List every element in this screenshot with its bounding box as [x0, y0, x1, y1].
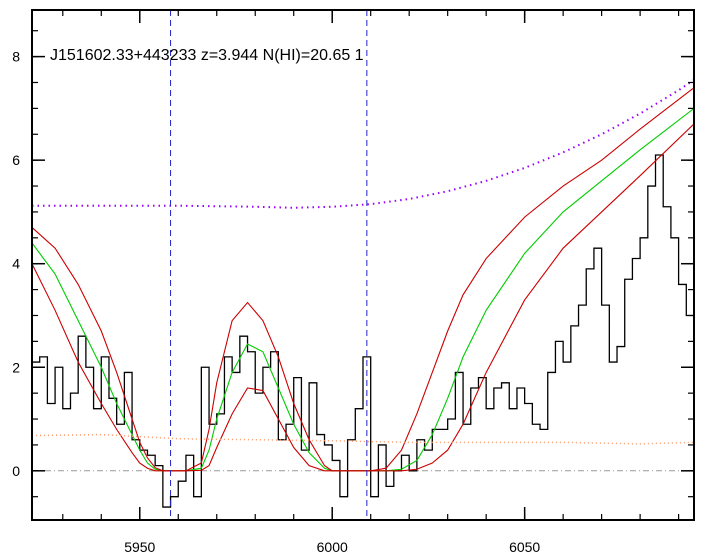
flux-series [32, 154, 694, 508]
model-lower-series [31, 123, 695, 472]
y-tick-label: 4 [12, 256, 20, 272]
plot-frame [31, 9, 695, 521]
error-series [31, 433, 695, 445]
model-series [31, 107, 695, 472]
chart-title: J151602.33+443233 z=3.944 N(HI)=20.65 1 [50, 47, 364, 64]
y-tick-label: 6 [12, 152, 20, 168]
y-tick-label: 0 [12, 463, 20, 479]
x-tick-label: 6000 [317, 539, 348, 555]
y-tick-label: 8 [12, 49, 20, 65]
plot-layer: 5950 6000 6050 0 2 4 6 8 [12, 9, 695, 555]
y-tick-label: 2 [12, 359, 20, 375]
x-tick-label: 6050 [509, 539, 540, 555]
model-upper-series [31, 87, 695, 472]
x-tick-label: 5950 [124, 539, 155, 555]
continuum-series [32, 79, 695, 209]
